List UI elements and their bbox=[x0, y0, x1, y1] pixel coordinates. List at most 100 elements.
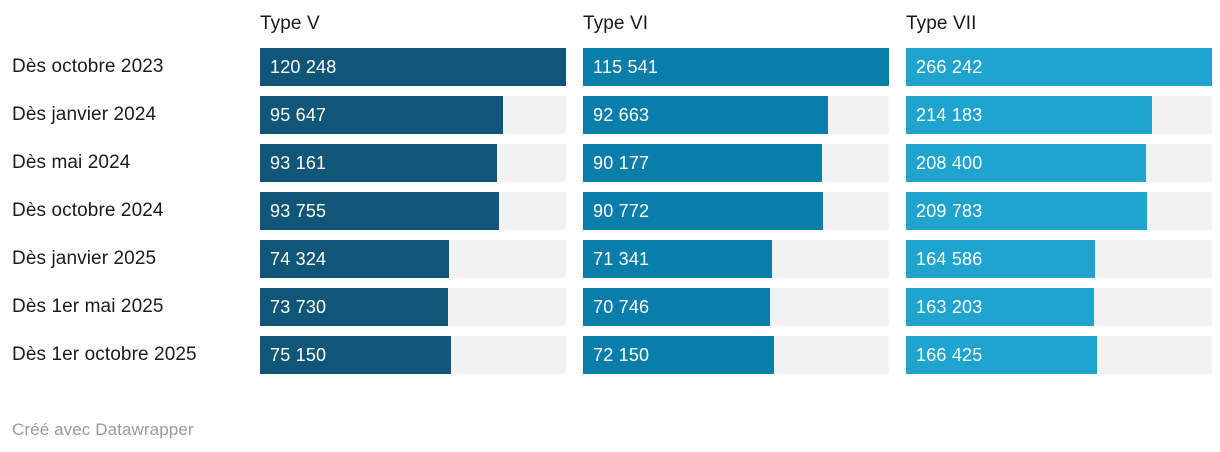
bar-value-label: 90 177 bbox=[593, 152, 650, 173]
bar-cell: 71 341 bbox=[583, 240, 889, 288]
bar-value-label: 93 755 bbox=[270, 200, 327, 221]
table-row: Dès janvier 2025 74 324 71 341 164 586 bbox=[12, 240, 1220, 288]
bar-cell: 70 746 bbox=[583, 288, 889, 336]
row-label: Dès janvier 2025 bbox=[12, 248, 157, 269]
bar-value-label: 95 647 bbox=[270, 104, 327, 125]
bar-cell: 164 586 bbox=[906, 240, 1212, 288]
rows-container: Dès octobre 2023 120 248 115 541 266 242 Dès… bbox=[0, 48, 1220, 384]
column-header-type-vii: Type VII bbox=[906, 13, 977, 34]
bar-cell: 90 772 bbox=[583, 192, 889, 240]
table-row: Dès mai 2024 93 161 90 177 208 400 bbox=[12, 144, 1220, 192]
bar-value-label: 120 248 bbox=[270, 56, 337, 77]
bar[interactable]: 115 541 bbox=[583, 48, 889, 86]
bar-value-label: 93 161 bbox=[270, 152, 327, 173]
bar[interactable]: 120 248 bbox=[260, 48, 566, 86]
bar-cell: 92 663 bbox=[583, 96, 889, 144]
bar-cell: 120 248 bbox=[260, 48, 566, 96]
bar[interactable]: 209 783 bbox=[906, 192, 1148, 230]
bar-value-label: 92 663 bbox=[593, 104, 650, 125]
bar-value-label: 209 783 bbox=[916, 200, 983, 221]
bar-track: 115 541 bbox=[583, 48, 889, 86]
table-row: Dès octobre 2023 120 248 115 541 266 242 bbox=[12, 48, 1220, 96]
table-row: Dès janvier 2024 95 647 92 663 214 183 bbox=[12, 96, 1220, 144]
bar-cell: 75 150 bbox=[260, 336, 566, 384]
column-header-type-v: Type V bbox=[260, 13, 320, 34]
table-row: Dès 1er mai 2025 73 730 70 746 163 203 bbox=[12, 288, 1220, 336]
bar-value-label: 214 183 bbox=[916, 104, 983, 125]
bar-track: 266 242 bbox=[906, 48, 1212, 86]
bar-cell: 72 150 bbox=[583, 336, 889, 384]
bar[interactable]: 92 663 bbox=[583, 96, 829, 134]
footer-credit-link[interactable]: Créé avec Datawrapper bbox=[12, 420, 194, 439]
bar-value-label: 166 425 bbox=[916, 344, 983, 365]
bar-value-label: 115 541 bbox=[593, 56, 659, 77]
bar-value-label: 163 203 bbox=[916, 296, 983, 317]
row-label: Dès 1er mai 2025 bbox=[12, 296, 164, 317]
bar-cell: 93 755 bbox=[260, 192, 566, 240]
bar[interactable]: 75 150 bbox=[260, 336, 452, 374]
row-label: Dès 1er octobre 2025 bbox=[12, 344, 197, 365]
row-label: Dès mai 2024 bbox=[12, 152, 131, 173]
bar-cell: 266 242 bbox=[906, 48, 1212, 96]
bar[interactable]: 74 324 bbox=[260, 240, 450, 278]
bar-track: 214 183 bbox=[906, 96, 1212, 134]
bar-track: 75 150 bbox=[260, 336, 566, 374]
bar-value-label: 71 341 bbox=[593, 248, 650, 269]
bar-cell: 90 177 bbox=[583, 144, 889, 192]
bar-track: 164 586 bbox=[906, 240, 1212, 278]
bar[interactable]: 166 425 bbox=[906, 336, 1098, 374]
bar[interactable]: 163 203 bbox=[906, 288, 1094, 326]
bar-track: 90 177 bbox=[583, 144, 889, 182]
bar-track: 120 248 bbox=[260, 48, 566, 86]
bar-cell: 115 541 bbox=[583, 48, 889, 96]
bar-value-label: 73 730 bbox=[270, 296, 327, 317]
bar[interactable]: 71 341 bbox=[583, 240, 772, 278]
bar[interactable]: 90 772 bbox=[583, 192, 824, 230]
bar[interactable]: 93 161 bbox=[260, 144, 498, 182]
table-row: Dès 1er octobre 2025 75 150 72 150 166 425 bbox=[12, 336, 1220, 384]
bar[interactable]: 164 586 bbox=[906, 240, 1096, 278]
bar-cell: 93 161 bbox=[260, 144, 566, 192]
bar-track: 95 647 bbox=[260, 96, 566, 134]
bar-track: 71 341 bbox=[583, 240, 889, 278]
bar[interactable]: 70 746 bbox=[583, 288, 771, 326]
bar-track: 70 746 bbox=[583, 288, 889, 326]
column-header-type-vi: Type VI bbox=[583, 13, 649, 34]
header-spacer bbox=[12, 0, 243, 48]
bar[interactable]: 95 647 bbox=[260, 96, 504, 134]
bar[interactable]: 214 183 bbox=[906, 96, 1153, 134]
bar-track: 209 783 bbox=[906, 192, 1212, 230]
bar-track: 93 755 bbox=[260, 192, 566, 230]
bar-track: 92 663 bbox=[583, 96, 889, 134]
bar-value-label: 72 150 bbox=[593, 344, 650, 365]
bar-value-label: 266 242 bbox=[916, 56, 983, 77]
row-label: Dès octobre 2023 bbox=[12, 56, 164, 77]
bar-track: 90 772 bbox=[583, 192, 889, 230]
bar-track: 163 203 bbox=[906, 288, 1212, 326]
table-row: Dès octobre 2024 93 755 90 772 209 783 bbox=[12, 192, 1220, 240]
bar[interactable]: 73 730 bbox=[260, 288, 448, 326]
row-label: Dès janvier 2024 bbox=[12, 104, 157, 125]
bar-track: 73 730 bbox=[260, 288, 566, 326]
bar-cell: 209 783 bbox=[906, 192, 1212, 240]
bar[interactable]: 72 150 bbox=[583, 336, 775, 374]
bar-cell: 73 730 bbox=[260, 288, 566, 336]
bar-value-label: 75 150 bbox=[270, 344, 327, 365]
bar-value-label: 90 772 bbox=[593, 200, 650, 221]
bar-track: 74 324 bbox=[260, 240, 566, 278]
row-label: Dès octobre 2024 bbox=[12, 200, 164, 221]
bar[interactable]: 266 242 bbox=[906, 48, 1212, 86]
bar-value-label: 208 400 bbox=[916, 152, 983, 173]
bar-cell: 208 400 bbox=[906, 144, 1212, 192]
bar[interactable]: 208 400 bbox=[906, 144, 1146, 182]
bar-value-label: 70 746 bbox=[593, 296, 650, 317]
bar-cell: 163 203 bbox=[906, 288, 1212, 336]
column-header-row: Type V Type VI Type VII bbox=[12, 0, 1220, 48]
bar[interactable]: 93 755 bbox=[260, 192, 499, 230]
bar-value-label: 74 324 bbox=[270, 248, 327, 269]
bar-value-label: 164 586 bbox=[916, 248, 983, 269]
bar[interactable]: 90 177 bbox=[583, 144, 822, 182]
bar-track: 208 400 bbox=[906, 144, 1212, 182]
bar-cell: 166 425 bbox=[906, 336, 1212, 384]
